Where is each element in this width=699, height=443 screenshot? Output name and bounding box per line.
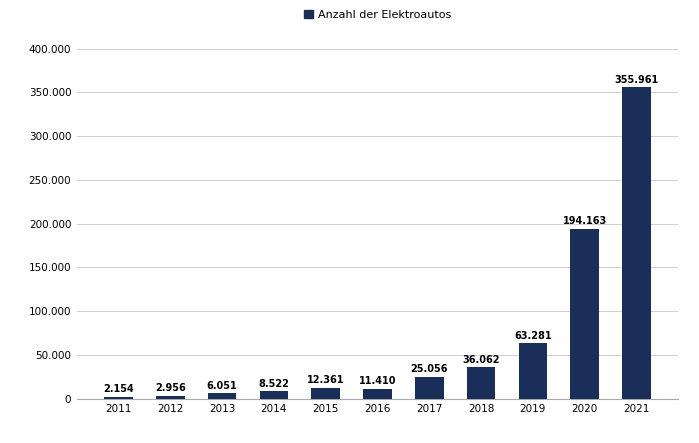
Text: 6.051: 6.051 [207,381,238,391]
Text: 63.281: 63.281 [514,330,552,341]
Text: 11.410: 11.410 [359,376,396,386]
Bar [519,343,547,399]
Bar [570,229,599,399]
Text: 2.154: 2.154 [103,384,134,394]
Bar [104,397,133,399]
Text: 36.062: 36.062 [462,354,500,365]
Bar [415,377,443,399]
Text: 194.163: 194.163 [563,216,607,226]
Text: 25.056: 25.056 [410,364,448,374]
Bar [259,391,288,399]
Text: 355.961: 355.961 [614,74,658,85]
Bar [208,393,236,399]
Bar [467,367,496,399]
Text: 2.956: 2.956 [155,384,186,393]
Text: 12.361: 12.361 [307,375,345,385]
Bar [312,388,340,399]
Bar [622,87,651,399]
Bar [363,389,391,399]
Bar [156,396,185,399]
Text: 8.522: 8.522 [259,379,289,389]
Legend: Anzahl der Elektroautos: Anzahl der Elektroautos [304,10,451,19]
